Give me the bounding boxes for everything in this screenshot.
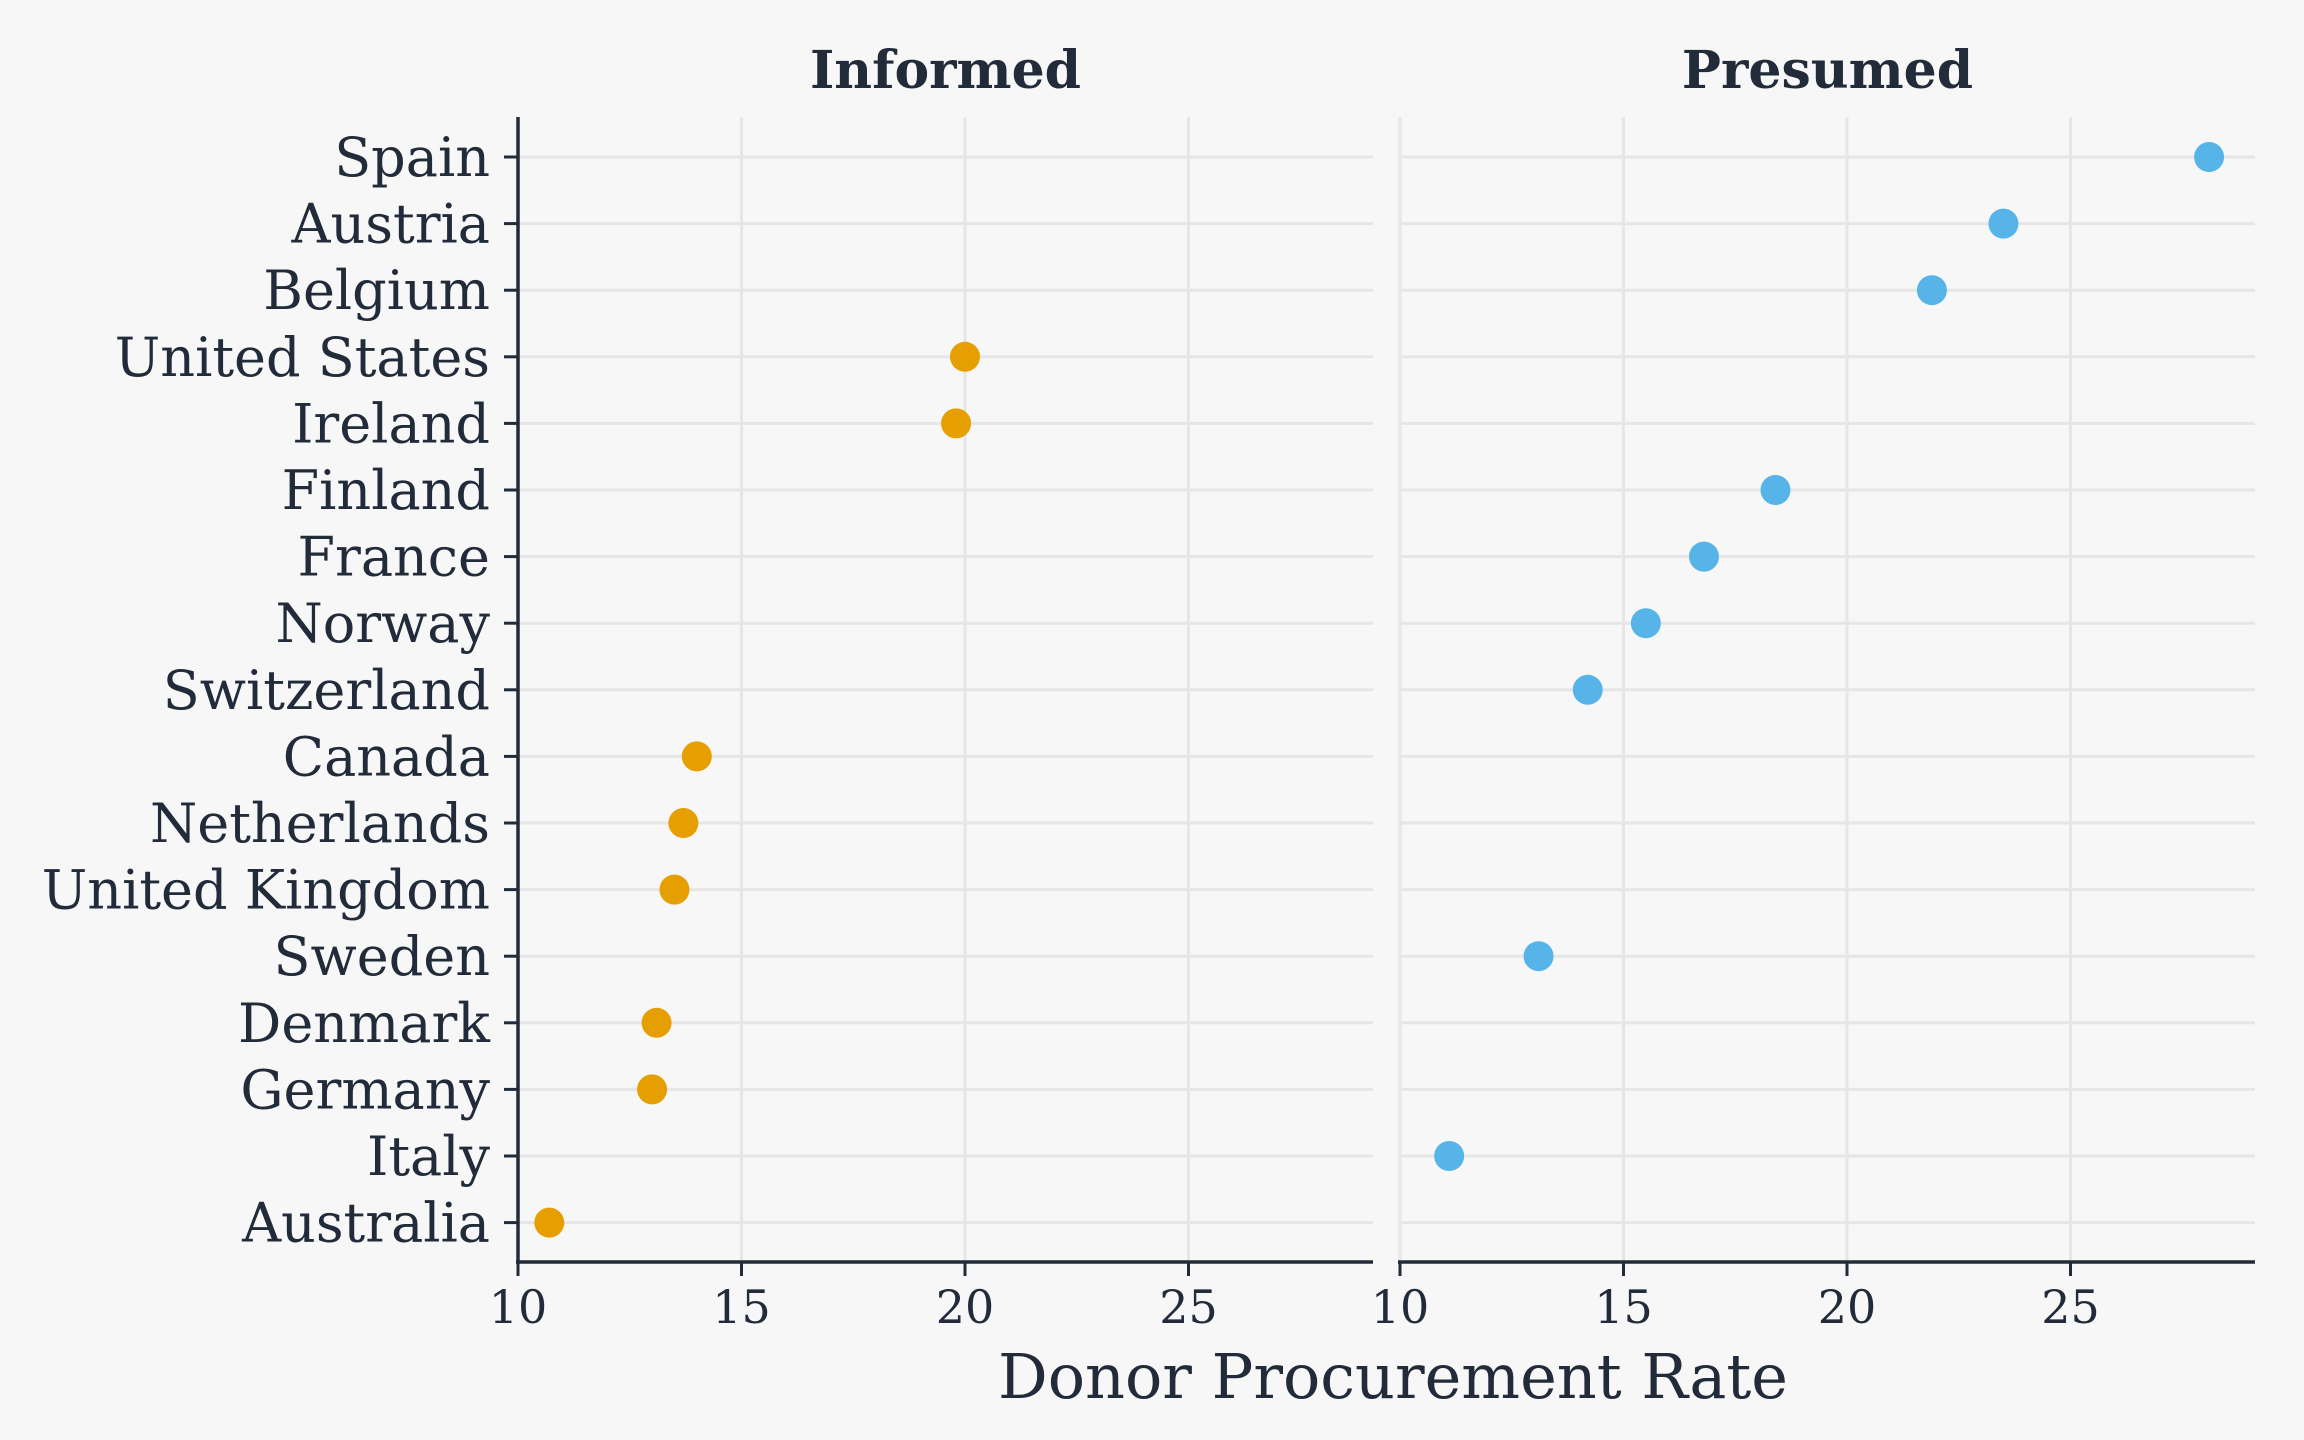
data-point: [659, 874, 690, 905]
data-point: [534, 1207, 565, 1238]
y-tick-label: Germany: [240, 1058, 490, 1121]
data-point: [641, 1007, 672, 1038]
y-tick-label: Norway: [276, 592, 491, 655]
y-tick-label: United States: [115, 326, 490, 389]
x-tick-label: 10: [489, 1280, 548, 1334]
data-point: [941, 408, 972, 439]
data-point: [1434, 1141, 1465, 1171]
x-tick-label: 20: [1818, 1280, 1877, 1334]
y-tick-label: France: [298, 526, 490, 589]
y-tick-label: Australia: [241, 1192, 490, 1255]
data-point: [950, 341, 980, 372]
data-point: [1688, 541, 1719, 572]
panel-title: Presumed: [1682, 40, 1973, 101]
x-tick-label: 25: [1159, 1280, 1218, 1334]
axis-layer: [504, 117, 2255, 1276]
data-point: [1916, 275, 1947, 306]
data-point: [1760, 475, 1791, 505]
grid-layer: [516, 117, 2255, 1262]
x-tick-label: 25: [2041, 1280, 2100, 1334]
x-axis-title: Donor Procurement Rate: [998, 1340, 1788, 1413]
data-point: [681, 741, 712, 772]
x-tick-label: 10: [1371, 1280, 1430, 1334]
y-tick-label: Sweden: [274, 925, 490, 988]
point-layer: [534, 142, 2225, 1238]
y-tick-label: United Kingdom: [42, 859, 490, 922]
y-tick-label: Austria: [291, 193, 490, 256]
data-point: [1988, 208, 2019, 239]
y-tick-label: Canada: [283, 725, 490, 788]
y-tick-label: Ireland: [292, 392, 490, 455]
y-tick-label: Finland: [282, 459, 490, 522]
y-tick-label: Italy: [367, 1125, 490, 1188]
data-point: [1572, 674, 1603, 705]
y-tick-label: Netherlands: [150, 792, 490, 855]
y-tick-label: Spain: [334, 126, 490, 189]
x-tick-label: 15: [1594, 1280, 1653, 1334]
x-tick-label: 20: [936, 1280, 995, 1334]
y-tick-label: Denmark: [238, 992, 491, 1055]
data-point: [2194, 142, 2225, 172]
data-point: [668, 808, 699, 838]
data-point: [1523, 941, 1554, 972]
y-tick-label: Belgium: [263, 259, 490, 322]
y-tick-label: Switzerland: [163, 659, 490, 722]
panel-title: Informed: [810, 40, 1081, 101]
x-tick-label: 15: [712, 1280, 771, 1334]
data-point: [637, 1074, 668, 1105]
data-point: [1630, 608, 1661, 639]
